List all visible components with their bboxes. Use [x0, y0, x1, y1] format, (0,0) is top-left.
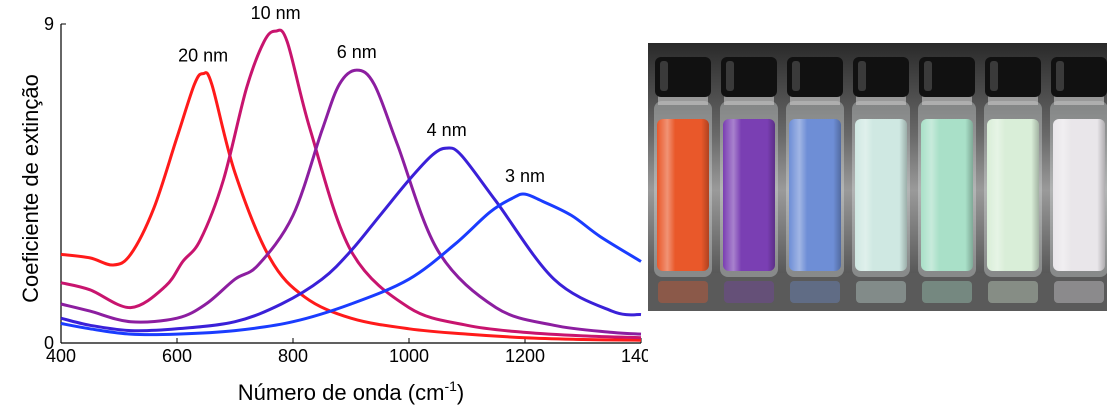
vial-cap: [985, 57, 1041, 97]
vial-reflection: [724, 281, 774, 303]
vial-reflection: [790, 281, 840, 303]
vial-shine: [855, 119, 907, 271]
y-tick-label: 9: [44, 14, 54, 34]
series-line-10nm: [60, 28, 642, 340]
x-tick-label: 1200: [505, 346, 545, 366]
series-label: 6 nm: [337, 42, 377, 62]
y-tick-label: 0: [44, 333, 54, 353]
x-axis-title-main: Número de onda (cm: [238, 380, 445, 405]
series-line-3nm: [60, 192, 642, 337]
vial-shine: [1053, 119, 1105, 271]
x-tick-label: 800: [278, 346, 308, 366]
vial: [918, 57, 976, 303]
series-group: [60, 28, 642, 342]
vial-cap-highlight: [660, 61, 668, 91]
series-label: 10 nm: [251, 3, 301, 23]
vial-shine: [987, 119, 1039, 271]
vial-cap: [853, 57, 909, 97]
series-line-6nm: [60, 68, 642, 336]
vial-cap: [787, 57, 843, 97]
series-label: 20 nm: [178, 46, 228, 66]
vial-reflection: [658, 281, 708, 303]
vials-photo: [648, 43, 1107, 311]
vial-shine: [789, 119, 841, 271]
vial-cap: [1051, 57, 1107, 97]
vial: [984, 57, 1042, 303]
series-line-20nm: [60, 71, 642, 342]
vial: [786, 57, 844, 303]
vial: [852, 57, 910, 303]
vial: [1050, 57, 1107, 303]
photo-table: [648, 273, 1107, 311]
x-axis-title: Número de onda (cm-1): [238, 378, 464, 405]
vial-cap-highlight: [990, 61, 998, 91]
vial-cap-highlight: [924, 61, 932, 91]
vial-reflection: [1054, 281, 1104, 303]
vial-reflection: [856, 281, 906, 303]
vial-shine: [723, 119, 775, 271]
vial-shine: [921, 119, 973, 271]
x-tick-label: 600: [162, 346, 192, 366]
vial: [720, 57, 778, 303]
x-tick-label: 400: [46, 346, 76, 366]
series-line-4nm: [60, 146, 642, 333]
vial-cap-highlight: [1056, 61, 1064, 91]
vial-reflection: [922, 281, 972, 303]
vial-cap-highlight: [792, 61, 800, 91]
labels: 20 nm 10 nm 6 nm 4 nm 3 nm Coeficiente de ext…: [18, 3, 545, 405]
x-axis-title-sup: -1: [444, 378, 457, 394]
vial-cap: [721, 57, 777, 97]
x-axis-title-tail: ): [457, 380, 464, 405]
vial-cap: [655, 57, 711, 97]
vial-cap-highlight: [726, 61, 734, 91]
series-label: 4 nm: [427, 120, 467, 140]
vial: [654, 57, 712, 303]
vial-reflection: [988, 281, 1038, 303]
vial-cap-highlight: [858, 61, 866, 91]
series-label: 3 nm: [505, 166, 545, 186]
vials: [654, 57, 1107, 303]
y-axis-title: Coeficiente de extinção: [18, 74, 43, 303]
vial-cap: [919, 57, 975, 97]
vial-shine: [657, 119, 709, 271]
x-tick-label: 1000: [389, 346, 429, 366]
